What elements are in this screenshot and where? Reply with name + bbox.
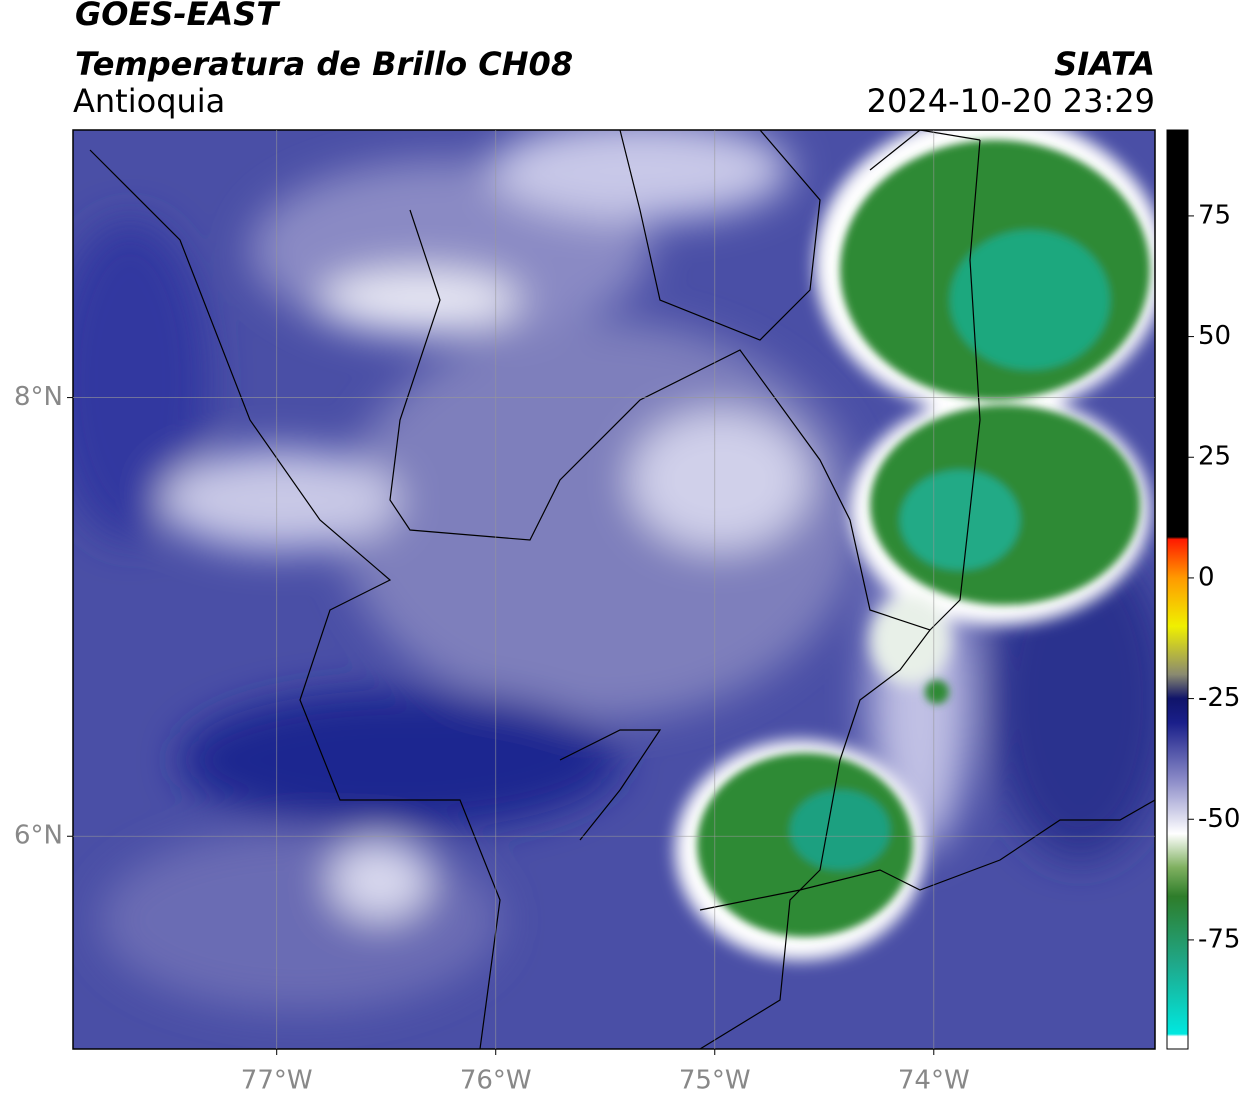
colorbar-tick-label: 75 [1198,200,1231,230]
subtitle: Temperatura de Brillo CH08 [75,45,573,83]
boundaries [89,130,1155,1049]
satellite-image [73,130,1155,1049]
colorbar-tick-label: 50 [1198,321,1231,351]
y-tick-label: 8°N [14,382,63,412]
title: GOES-EAST [75,0,280,33]
x-tick-label: 74°W [898,1066,970,1096]
colorbar-tick-label: 0 [1198,562,1215,592]
x-tick-label: 75°W [679,1066,751,1096]
colorbar-tick-label: -25 [1198,683,1240,713]
colorbar [1166,129,1189,1050]
colorbar-tick-label: -50 [1198,804,1240,834]
datetime: 2024-10-20 23:29 [867,82,1155,120]
y-tick-label: 6°N [14,821,63,851]
x-tick-label: 76°W [460,1066,532,1096]
graticule [73,130,1155,1049]
map-frame [72,129,1156,1050]
colorbar-tick-label: 25 [1198,442,1231,472]
x-tick-label: 77°W [241,1066,313,1096]
source: SIATA [1054,45,1155,83]
colorbar-tick-label: -75 [1198,924,1240,954]
region: Antioquia [73,82,225,120]
